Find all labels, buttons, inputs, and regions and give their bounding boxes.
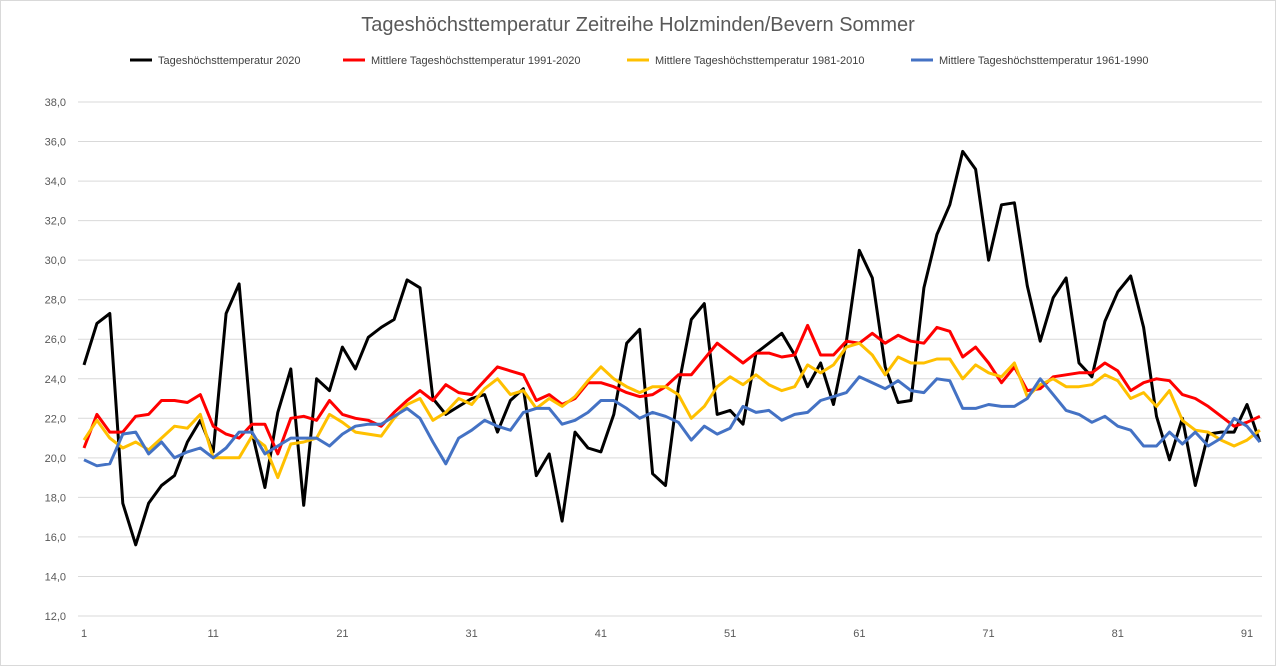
y-tick-label: 30,0 (45, 255, 66, 267)
series-line-2 (82, 341, 1261, 480)
y-tick-label: 18,0 (45, 492, 66, 504)
chart-title: Tageshöchsttemperatur Zeitreihe Holzmind… (361, 14, 915, 36)
series-line-1 (82, 323, 1261, 456)
series-lines (82, 149, 1262, 547)
x-tick-label: 21 (336, 628, 348, 640)
y-tick-label: 26,0 (45, 334, 66, 346)
legend: Tageshöchsttemperatur 2020 Mittlere Tages… (130, 55, 1149, 67)
y-tick-label: 12,0 (45, 611, 66, 623)
y-tick-label: 36,0 (45, 137, 66, 149)
x-tick-label: 1 (81, 628, 87, 640)
legend-label: Tageshöchsttemperatur 2020 (158, 55, 300, 67)
x-tick-label: 91 (1241, 628, 1253, 640)
y-axis-ticks: 12,0 14,0 16,0 18,0 20,0 22,0 24,0 26,0 28,0 30,0… (45, 97, 66, 623)
x-tick-label: 71 (982, 628, 994, 640)
x-tick-label: 41 (595, 628, 607, 640)
y-tick-label: 20,0 (45, 453, 66, 465)
x-tick-label: 61 (853, 628, 865, 640)
y-tick-label: 32,0 (45, 216, 66, 228)
y-tick-label: 16,0 (45, 532, 66, 544)
x-tick-label: 11 (208, 628, 219, 640)
legend-label: Mittlere Tageshöchsttemperatur 1961-1990 (939, 55, 1149, 67)
x-tick-label: 31 (466, 628, 478, 640)
series-line-3 (83, 375, 1262, 468)
gridlines (78, 101, 1262, 617)
y-tick-label: 22,0 (45, 413, 66, 425)
x-tick-label: 81 (1112, 628, 1124, 640)
legend-label: Mittlere Tageshöchsttemperatur 1991-2020 (371, 55, 581, 67)
y-tick-label: 28,0 (45, 295, 66, 307)
legend-label: Mittlere Tageshöchsttemperatur 1981-2010 (655, 55, 865, 67)
y-tick-label: 14,0 (45, 571, 66, 583)
y-tick-label: 24,0 (45, 374, 66, 386)
x-tick-label: 51 (724, 628, 736, 640)
series-line-0 (82, 149, 1262, 547)
y-tick-label: 38,0 (45, 97, 66, 109)
x-axis-ticks: 1 11 21 31 41 51 61 71 81 91 (81, 628, 1253, 640)
y-tick-label: 34,0 (45, 176, 66, 188)
